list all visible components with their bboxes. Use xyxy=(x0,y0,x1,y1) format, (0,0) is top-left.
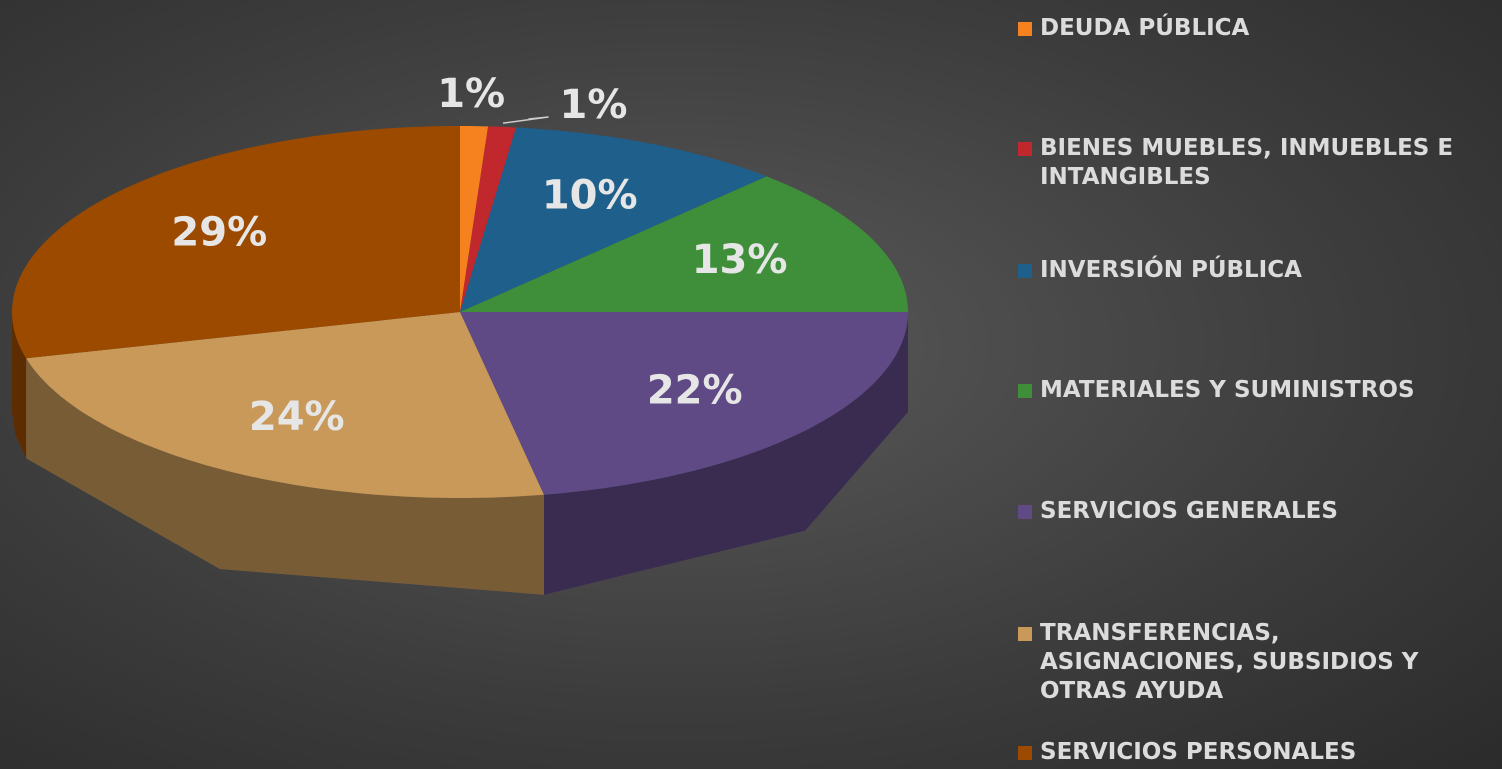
slice xyxy=(26,312,544,498)
legend-entry: DEUDA PÚBLICA xyxy=(1018,14,1488,43)
data-label: 10% xyxy=(542,173,638,219)
leader-line xyxy=(502,116,549,124)
legend-entry: TRANSFERENCIAS, ASIGNACIONES, SUBSIDIOS … xyxy=(1018,619,1488,706)
legend-swatch xyxy=(1018,627,1032,641)
legend-entry: INVERSIÓN PÚBLICA xyxy=(1018,256,1488,285)
slice-side xyxy=(543,312,908,595)
legend-label: INVERSIÓN PÚBLICA xyxy=(1040,257,1302,283)
legend-swatch xyxy=(1018,22,1032,36)
legend-label: DEUDA PÚBLICA xyxy=(1040,15,1250,41)
data-label: 24% xyxy=(249,394,345,440)
data-label: 1% xyxy=(560,82,628,128)
slice-side-shade xyxy=(26,358,544,595)
slice xyxy=(460,127,767,312)
slice xyxy=(460,126,517,313)
data-label: 22% xyxy=(647,368,743,414)
legend-label: BIENES MUEBLES, INMUEBLES E INTANGIBLES xyxy=(1040,135,1454,190)
data-label: 13% xyxy=(692,237,788,283)
legend-entry: MATERIALES Y SUMINISTROS xyxy=(1018,376,1488,405)
legend-label: SERVICIOS GENERALES xyxy=(1040,498,1338,524)
legend-label: SERVICIOS PERSONALES xyxy=(1040,739,1357,765)
slice xyxy=(12,126,460,359)
legend-label: MATERIALES Y SUMINISTROS xyxy=(1040,377,1415,403)
pie-plot: 1% 1% 10% 13% 22% 24% 29% xyxy=(12,71,908,595)
slice xyxy=(460,176,908,312)
slice xyxy=(460,126,489,312)
legend-label: TRANSFERENCIAS, ASIGNACIONES, SUBSIDIOS … xyxy=(1040,620,1419,704)
legend-entry: SERVICIOS GENERALES xyxy=(1018,497,1488,526)
legend-swatch xyxy=(1018,384,1032,398)
legend-entry: SERVICIOS PERSONALES xyxy=(1018,738,1488,767)
legend-entry: BIENES MUEBLES, INMUEBLES E INTANGIBLES xyxy=(1018,134,1488,192)
legend-swatch xyxy=(1018,264,1032,278)
slice-side xyxy=(12,312,27,459)
slice-side xyxy=(26,358,544,595)
slice-side-shade xyxy=(543,312,908,595)
legend-swatch xyxy=(1018,505,1032,519)
legend-swatch xyxy=(1018,142,1032,156)
data-label: 29% xyxy=(171,209,267,255)
slice xyxy=(460,312,908,495)
data-label: 1% xyxy=(437,71,505,117)
slice-side-shade xyxy=(12,312,27,459)
legend-swatch xyxy=(1018,746,1032,760)
